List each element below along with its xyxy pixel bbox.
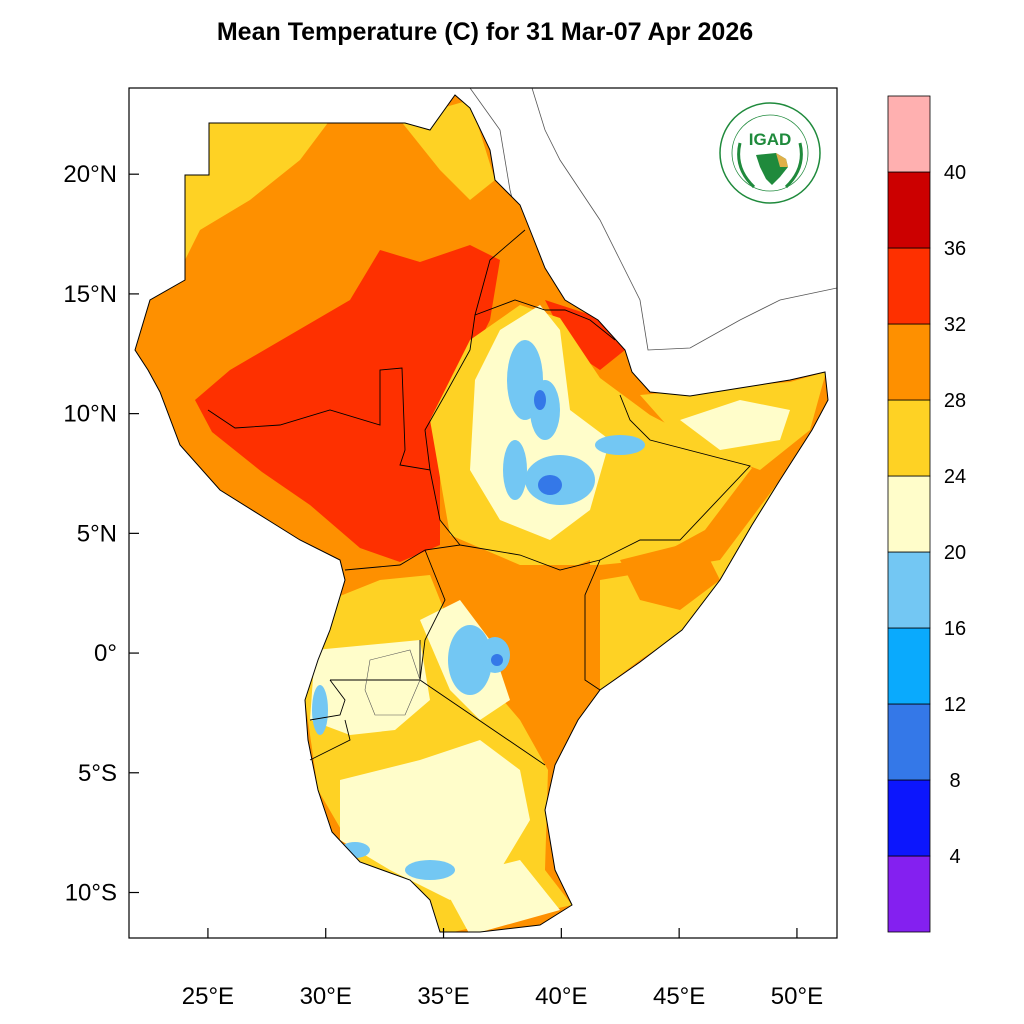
temperature-field bbox=[135, 95, 828, 932]
field-32-36 bbox=[545, 300, 625, 370]
chart-title: Mean Temperature (C) for 31 Mar-07 Apr 2… bbox=[216, 18, 754, 46]
colorbar-segment bbox=[887, 247, 931, 325]
field-16-20 bbox=[503, 440, 527, 500]
field-28-32 bbox=[620, 540, 720, 610]
y-tick-label: 10°N bbox=[63, 401, 117, 428]
x-tick-label: 50°E bbox=[771, 983, 823, 1010]
field-20-24 bbox=[680, 400, 790, 450]
colorbar-label: 40 bbox=[944, 162, 966, 184]
colorbar-segment bbox=[887, 779, 931, 857]
logo-text: IGAD bbox=[749, 130, 792, 149]
colorbar-segment bbox=[887, 475, 931, 553]
field-8-12 bbox=[534, 390, 546, 410]
x-tick-label: 35°E bbox=[417, 983, 469, 1010]
plot-frame bbox=[128, 87, 838, 939]
field-20-24 bbox=[440, 860, 560, 932]
field-16-20 bbox=[530, 380, 560, 440]
field-8-12 bbox=[538, 475, 562, 495]
y-tick-label: 0° bbox=[94, 640, 117, 667]
y-tick-label: 20°N bbox=[63, 161, 117, 188]
field-20-24 bbox=[310, 640, 430, 735]
y-tick-label: 15°N bbox=[63, 281, 117, 308]
x-tick-label: 25°E bbox=[182, 983, 234, 1010]
field-16-20 bbox=[340, 842, 370, 858]
colorbar-label: 12 bbox=[944, 694, 966, 716]
map-panel bbox=[134, 88, 837, 933]
field-28-32 bbox=[530, 560, 590, 720]
colorbar-label: 8 bbox=[949, 770, 960, 792]
region-outline bbox=[134, 94, 829, 933]
colorbar-segment bbox=[887, 171, 931, 249]
red-sea-coastline bbox=[531, 88, 837, 351]
colorbar-segment bbox=[887, 551, 931, 629]
y-tick-label: 5°N bbox=[77, 520, 117, 547]
field-24-28 bbox=[185, 120, 330, 260]
y-tick-label: 10°S bbox=[65, 880, 117, 907]
x-tick-label: 30°E bbox=[300, 983, 352, 1010]
colorbar-segment bbox=[887, 703, 931, 781]
field-20-24 bbox=[340, 740, 530, 900]
field-8-12 bbox=[491, 654, 503, 666]
field-16-20 bbox=[405, 860, 455, 880]
colorbar-segment bbox=[887, 399, 931, 477]
colorbar-label: 20 bbox=[944, 542, 966, 564]
colorbar-label: 36 bbox=[944, 238, 966, 260]
igad-logo: IGAD bbox=[719, 102, 821, 204]
colorbar: 4 8 12 16 20 24 28 32 36 40 bbox=[887, 95, 966, 933]
axes: 25°E 30°E 35°E 40°E 45°E 50°E 20°N 15°N 10°N 5°N 0… bbox=[63, 161, 823, 1010]
colorbar-label: 24 bbox=[944, 466, 966, 488]
field-28-32 bbox=[135, 290, 200, 380]
colorbar-segment bbox=[887, 95, 931, 173]
colorbar-segment bbox=[887, 855, 931, 933]
colorbar-label: 28 bbox=[944, 390, 966, 412]
field-16-20 bbox=[595, 435, 645, 455]
x-tick-label: 45°E bbox=[653, 983, 705, 1010]
country-borders bbox=[207, 229, 751, 766]
colorbar-label: 4 bbox=[949, 846, 960, 868]
colorbar-segment bbox=[887, 323, 931, 401]
field-32-36 bbox=[195, 245, 500, 562]
lake-victoria bbox=[364, 649, 421, 716]
colorbar-label: 16 bbox=[944, 618, 966, 640]
y-tick-label: 5°S bbox=[78, 760, 117, 787]
field-16-20 bbox=[312, 685, 328, 735]
field-16-20 bbox=[448, 625, 492, 695]
colorbar-label: 32 bbox=[944, 314, 966, 336]
colorbar-segment bbox=[887, 627, 931, 705]
x-tick-label: 40°E bbox=[535, 983, 587, 1010]
